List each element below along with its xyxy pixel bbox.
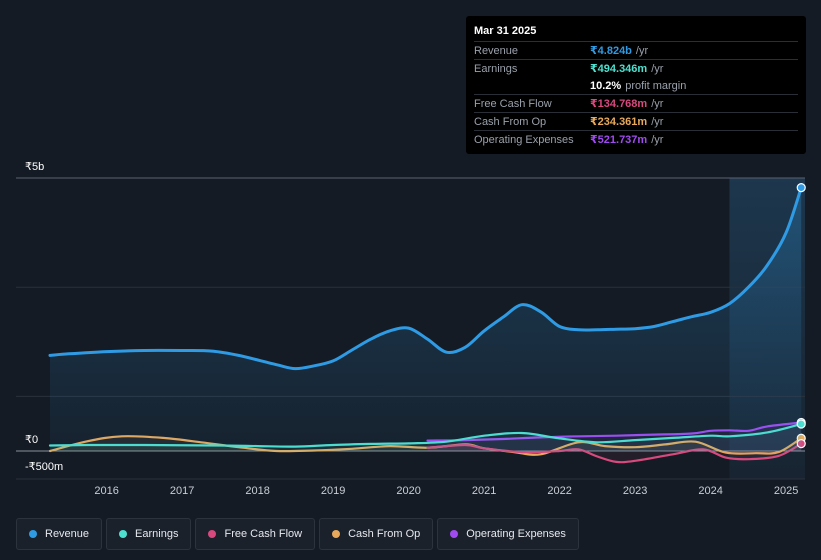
legend-label: Revenue <box>45 528 90 540</box>
x-tick-label: 2019 <box>320 485 346 497</box>
tooltip-row-operating-expenses: Operating Expenses ₹521.737m /yr <box>474 130 798 148</box>
legend-label: Operating Expenses <box>466 528 566 540</box>
tooltip-row-earnings: Earnings ₹494.346m /yr <box>474 59 798 77</box>
x-tick-label: 2023 <box>622 485 648 497</box>
y-axis-label-bottom: -₹500m <box>25 461 64 473</box>
tooltip-row-revenue: Revenue ₹4.824b /yr <box>474 41 798 59</box>
tooltip-label: Free Cash Flow <box>474 97 552 110</box>
legend-dot-icon <box>208 530 217 538</box>
tooltip-label: Revenue <box>474 44 519 57</box>
x-tick-label: 2018 <box>245 485 270 497</box>
x-tick-label: 2025 <box>773 485 799 497</box>
x-tick-label: 2017 <box>169 485 195 497</box>
chart-legend: Revenue Earnings Free Cash Flow Cash Fro… <box>16 518 579 550</box>
tooltip-value: ₹494.346m <box>590 63 648 75</box>
x-tick-label: 2020 <box>396 485 421 497</box>
revenue-area <box>50 187 802 451</box>
tooltip-row-free-cash-flow: Free Cash Flow ₹134.768m /yr <box>474 94 798 112</box>
tooltip-label: Earnings <box>474 62 518 75</box>
x-tick-label: 2024 <box>698 485 723 497</box>
tooltip-panel: Mar 31 2025 Revenue ₹4.824b /yr Earnings… <box>466 16 806 154</box>
tooltip-value: ₹521.737m <box>590 134 648 146</box>
revenue-line <box>48 186 803 371</box>
legend-dot-icon <box>29 530 37 538</box>
free-cash-flow-area <box>427 443 802 463</box>
tooltip-value: ₹134.768m <box>590 98 648 110</box>
tooltip-row-cash-from-op: Cash From Op ₹234.361m /yr <box>474 112 798 130</box>
legend-item-cash-from-op[interactable]: Cash From Op <box>319 518 434 550</box>
tooltip-value: 10.2% <box>590 79 622 92</box>
tooltip-value: ₹4.824b <box>590 45 632 57</box>
revenue-end-point <box>796 183 806 193</box>
tooltip-value: ₹234.361m <box>590 116 648 128</box>
tooltip-unit: profit margin <box>625 79 687 92</box>
y-axis-label-zero: ₹0 <box>25 434 39 446</box>
legend-item-revenue[interactable]: Revenue <box>16 518 103 550</box>
tooltip-unit: /yr <box>651 97 664 110</box>
tooltip-unit: /yr <box>651 133 664 146</box>
tooltip-label: Operating Expenses <box>474 133 574 146</box>
tooltip-date: Mar 31 2025 <box>474 25 537 37</box>
legend-label: Cash From Op <box>348 528 421 540</box>
legend-dot-icon <box>119 530 128 538</box>
legend-item-free-cash-flow[interactable]: Free Cash Flow <box>195 518 316 550</box>
legend-label: Earnings <box>135 528 179 540</box>
legend-item-earnings[interactable]: Earnings <box>106 518 192 550</box>
y-axis-label-top: ₹5b <box>25 161 45 173</box>
legend-label: Free Cash Flow <box>224 528 303 540</box>
legend-dot-icon <box>332 530 341 538</box>
tooltip-row-profit-margin: 10.2% profit margin <box>474 77 798 94</box>
legend-dot-icon <box>450 530 459 538</box>
tooltip-unit: /yr <box>651 115 664 128</box>
x-tick-label: 2021 <box>471 485 497 497</box>
tooltip-unit: /yr <box>651 62 664 75</box>
tooltip-unit: /yr <box>635 44 649 57</box>
x-tick-label: 2022 <box>547 485 572 497</box>
x-tick-label: 2016 <box>94 485 119 497</box>
tooltip-label: Cash From Op <box>474 115 547 128</box>
legend-item-operating-expenses[interactable]: Operating Expenses <box>437 518 579 550</box>
